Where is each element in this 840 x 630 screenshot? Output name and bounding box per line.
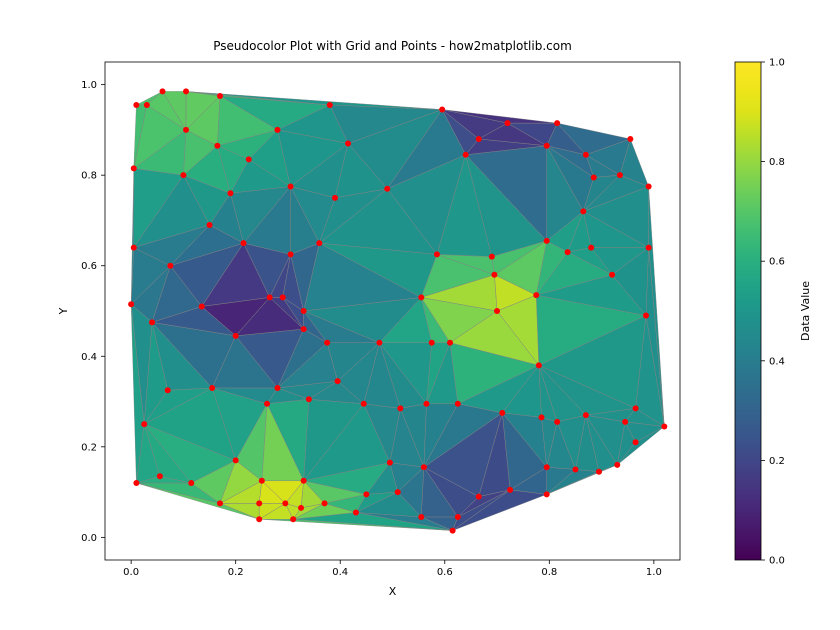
colorbar-tick-label: 0.4	[769, 356, 785, 367]
colorbar-label: Data Value	[799, 281, 812, 341]
chart-title: Pseudocolor Plot with Grid and Points - …	[213, 39, 572, 53]
colorbar-tick-label: 0.2	[769, 456, 785, 467]
colorbar	[735, 62, 761, 560]
x-tick-label: 0.6	[437, 567, 453, 578]
pseudocolor-plot: Pseudocolor Plot with Grid and Points - …	[0, 0, 840, 630]
colorbar-tick-label: 1.0	[769, 58, 785, 69]
x-tick-label: 0.2	[228, 567, 244, 578]
x-tick-label: 0.0	[123, 567, 139, 578]
y-tick-label: 1.0	[81, 80, 97, 91]
x-tick-label: 0.4	[332, 567, 348, 578]
x-tick-label: 1.0	[646, 567, 662, 578]
y-tick-label: 0.6	[81, 261, 97, 272]
y-tick-label: 0.4	[81, 352, 97, 363]
y-tick-label: 0.0	[81, 533, 97, 544]
x-tick-label: 0.8	[541, 567, 557, 578]
colorbar-tick-label: 0.0	[769, 556, 785, 567]
y-tick-label: 0.2	[81, 442, 97, 453]
x-axis-label: X	[389, 585, 397, 598]
y-tick-label: 0.8	[81, 171, 97, 182]
colorbar-tick-label: 0.6	[769, 257, 785, 268]
y-axis-label: Y	[57, 307, 70, 315]
colorbar-tick-label: 0.8	[769, 157, 785, 168]
